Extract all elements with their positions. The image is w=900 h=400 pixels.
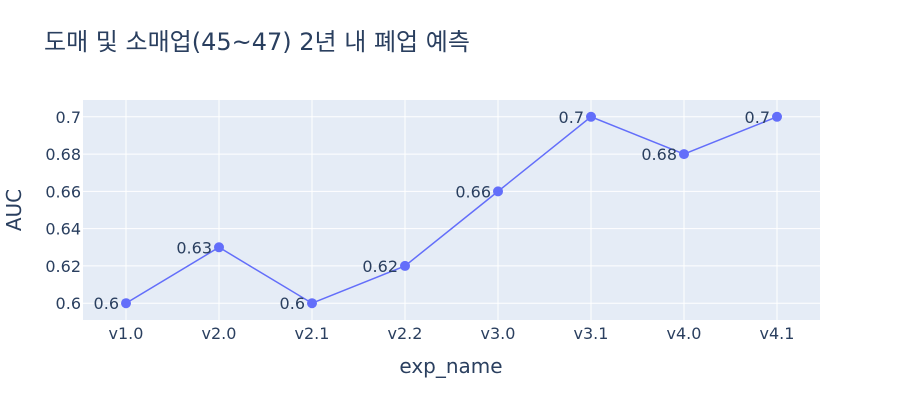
- y-tick-label: 0.68: [45, 145, 81, 164]
- x-axis-title: exp_name: [399, 354, 502, 378]
- data-point: [400, 260, 410, 271]
- grid-lines: [83, 100, 820, 320]
- x-axis-ticks: v1.0 v2.0 v2.1 v2.2 v3.0 v3.1 v4.0 v4.1: [109, 324, 795, 343]
- x-tick-label: v2.2: [388, 324, 423, 343]
- x-tick-label: v4.0: [667, 324, 702, 343]
- data-label: 0.62: [362, 257, 398, 276]
- x-tick-label: v2.0: [202, 324, 237, 343]
- x-tick-label: v3.1: [574, 324, 609, 343]
- data-point: [307, 298, 317, 309]
- data-point: [586, 111, 596, 122]
- data-label: 0.68: [641, 145, 677, 164]
- y-tick-label: 0.6: [56, 294, 81, 313]
- data-point: [772, 111, 782, 122]
- data-label: 0.66: [455, 182, 491, 201]
- x-tick-label: v3.0: [481, 324, 516, 343]
- y-axis-title: AUC: [2, 189, 26, 231]
- data-label: 0.7: [559, 108, 584, 127]
- series-line: [125, 115, 778, 305]
- chart-title: 도매 및 소매업(45~47) 2년 내 폐업 예측: [44, 28, 470, 56]
- y-axis-ticks: 0.6 0.62 0.64 0.66 0.68 0.7: [45, 108, 81, 313]
- data-point: [214, 242, 224, 253]
- data-label: 0.7: [745, 108, 770, 127]
- x-tick-label: v4.1: [760, 324, 795, 343]
- data-points: [121, 111, 782, 309]
- y-tick-label: 0.62: [45, 257, 81, 276]
- y-tick-label: 0.64: [45, 220, 81, 239]
- y-tick-label: 0.66: [45, 182, 81, 201]
- data-labels: 0.6 0.63 0.6 0.62 0.66 0.7 0.68 0.7: [94, 108, 770, 313]
- data-label: 0.6: [280, 294, 305, 313]
- y-tick-label: 0.7: [56, 108, 81, 127]
- x-tick-label: v2.1: [295, 324, 330, 343]
- series-line-layer: [125, 115, 778, 305]
- plot-area: [83, 100, 820, 320]
- data-point: [493, 186, 503, 197]
- data-label: 0.63: [176, 238, 212, 257]
- data-point: [121, 298, 131, 309]
- data-point: [679, 149, 689, 160]
- data-label: 0.6: [94, 294, 119, 313]
- x-tick-label: v1.0: [109, 324, 144, 343]
